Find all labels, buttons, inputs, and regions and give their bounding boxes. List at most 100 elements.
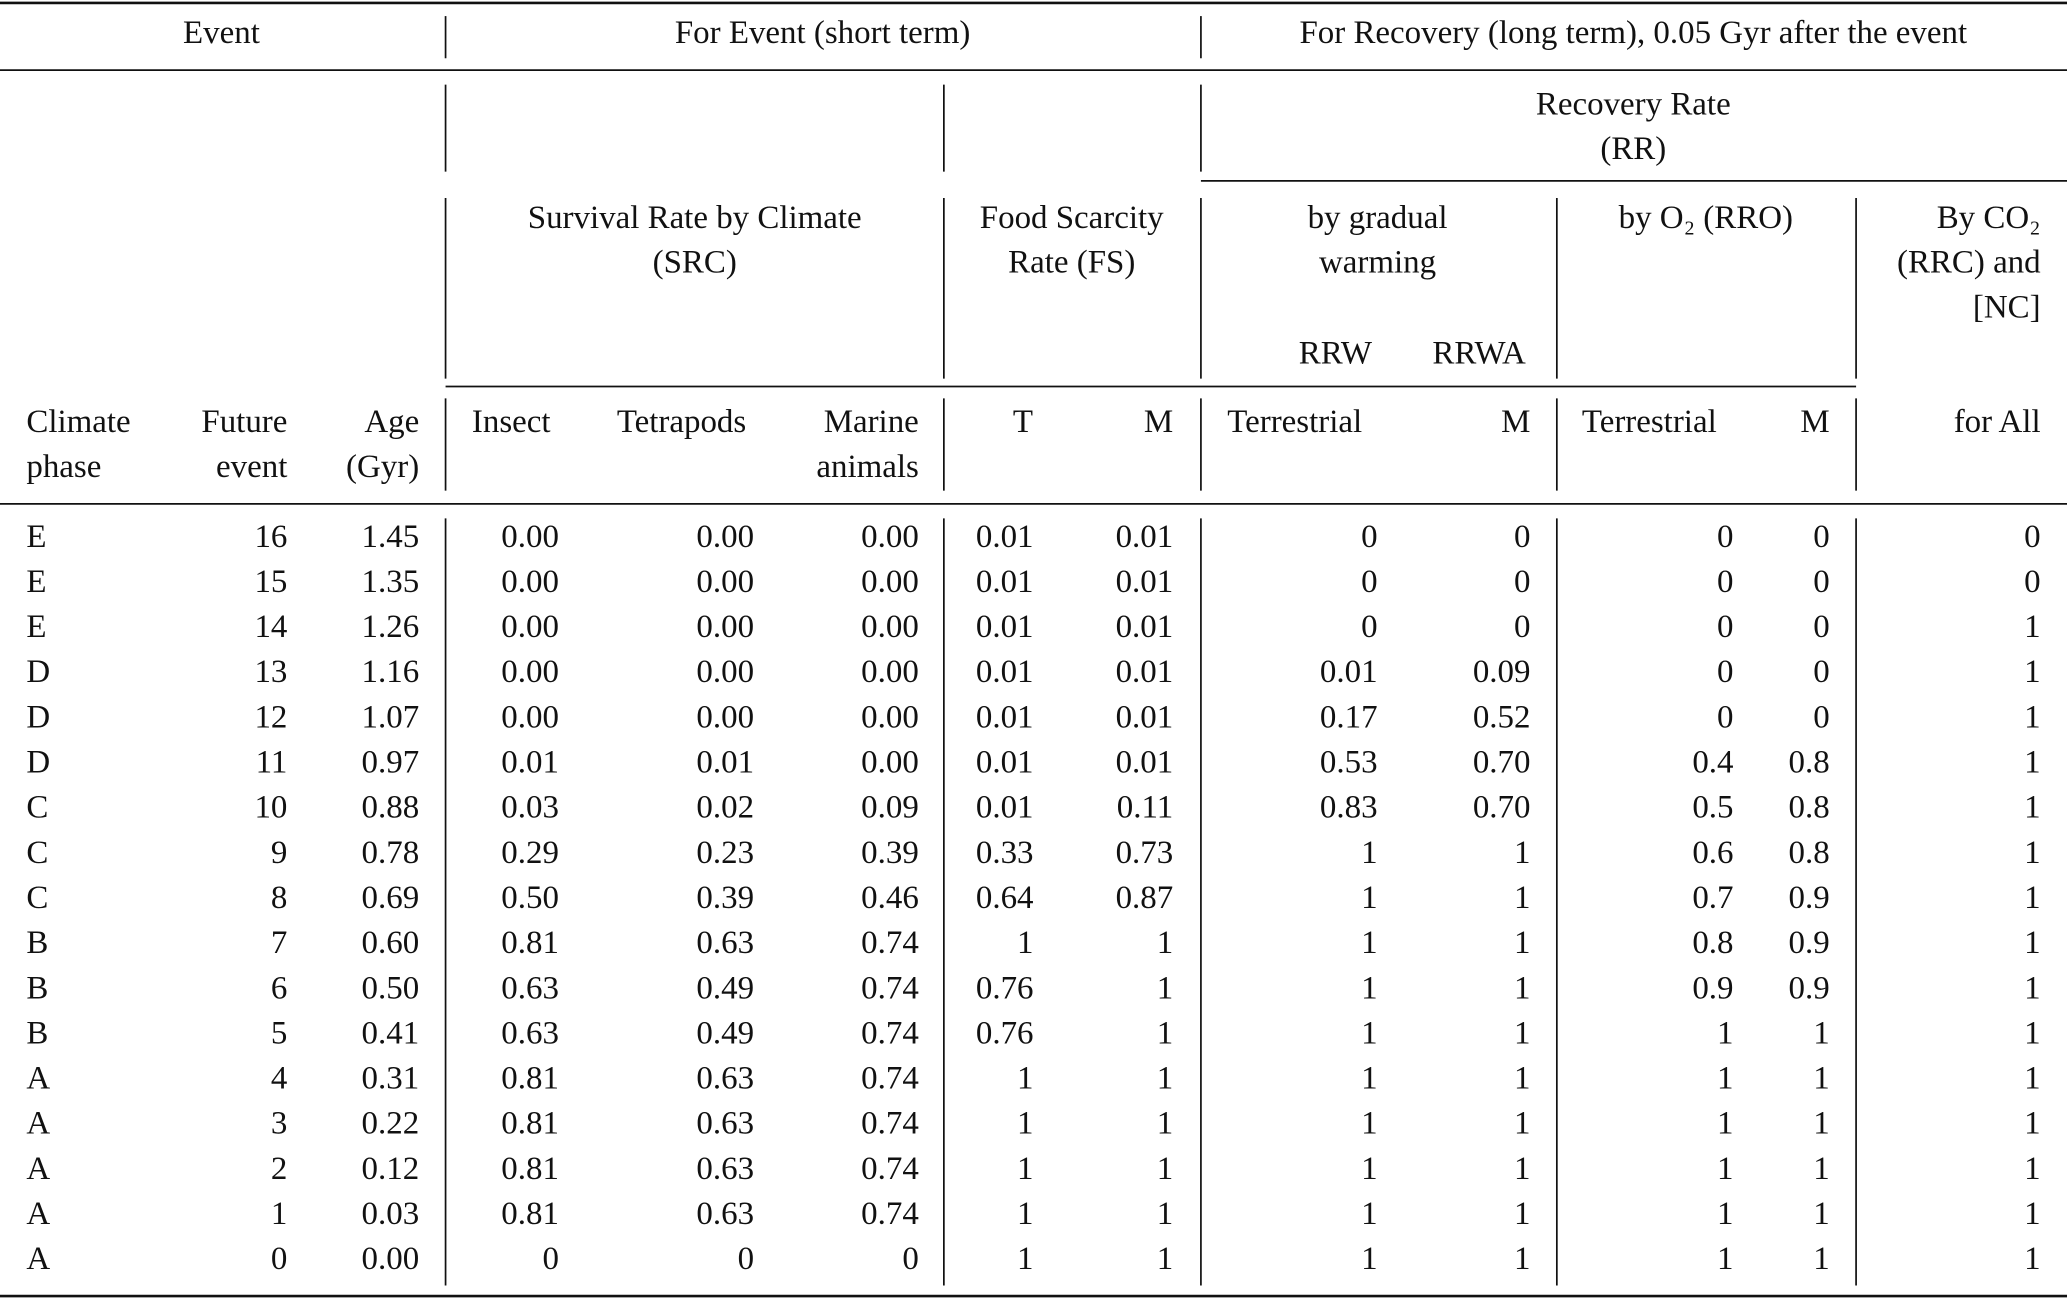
column-header: (Gyr) <box>346 449 419 485</box>
cell: E <box>26 519 46 555</box>
cell: 0.70 <box>1473 745 1531 781</box>
cell: 0.83 <box>1320 790 1378 826</box>
cell: 1 <box>1813 1015 1829 1051</box>
cell: 0 <box>271 1241 287 1277</box>
subgroup-header: RRW <box>1299 336 1373 372</box>
cell: 0.63 <box>696 1151 754 1187</box>
cell: 0.12 <box>362 1151 420 1187</box>
subgroup-header: by O₂ (RRO) <box>1619 200 1793 236</box>
cell: 1 <box>1157 1151 1173 1187</box>
cell: 1 <box>1361 1061 1377 1097</box>
cell: 1 <box>1157 1196 1173 1232</box>
cell: 0.01 <box>1116 564 1174 600</box>
cell: 0.69 <box>362 880 420 916</box>
cell: 1 <box>1157 970 1173 1006</box>
column-header: Climate <box>26 404 130 440</box>
cell: C <box>26 880 48 916</box>
subgroup-header: (SRC) <box>653 245 737 281</box>
cell: 0.09 <box>861 790 919 826</box>
cell: 1 <box>1514 1015 1530 1051</box>
cell: 2 <box>271 1151 287 1187</box>
cell: B <box>26 925 48 961</box>
cell: 1 <box>2024 1061 2040 1097</box>
cell: A <box>26 1196 50 1232</box>
subgroup-header: By CO₂ <box>1937 200 2041 236</box>
cell: 0.00 <box>696 699 754 735</box>
cell: 0.8 <box>1789 835 1830 871</box>
cell: 0.74 <box>861 1061 919 1097</box>
cell: 0.49 <box>696 970 754 1006</box>
cell: 0.74 <box>861 925 919 961</box>
cell: 1 <box>2024 654 2040 690</box>
cell: 1 <box>2024 1196 2040 1232</box>
column-header: Tetrapods <box>617 404 746 440</box>
cell: 0.39 <box>861 835 919 871</box>
cell: 1 <box>1017 1061 1033 1097</box>
cell: 0.52 <box>1473 699 1531 735</box>
column-header: M <box>1800 404 1829 440</box>
cell: 0 <box>902 1241 918 1277</box>
cell: 0.63 <box>501 970 559 1006</box>
cell: 1 <box>1361 925 1377 961</box>
cell: 14 <box>254 609 287 645</box>
cell: 3 <box>271 1106 287 1142</box>
cell: 0 <box>1813 564 1829 600</box>
cell: 12 <box>254 699 287 735</box>
cell: 0 <box>2024 519 2040 555</box>
cell: 1 <box>1813 1151 1829 1187</box>
cell: 0.01 <box>501 745 559 781</box>
cell: 0 <box>1514 609 1530 645</box>
cell: 0.74 <box>861 1196 919 1232</box>
cell: 0 <box>1813 699 1829 735</box>
cell: 1 <box>1361 1106 1377 1142</box>
cell: 16 <box>254 519 287 555</box>
cell: 0.01 <box>976 745 1034 781</box>
cell: 0.74 <box>861 1151 919 1187</box>
cell: 0 <box>2024 564 2040 600</box>
cell: 0.63 <box>696 1106 754 1142</box>
cell: 0.00 <box>861 699 919 735</box>
cell: 1 <box>2024 880 2040 916</box>
cell: 0.8 <box>1692 925 1733 961</box>
column-header: for All <box>1954 404 2041 440</box>
cell: 0.81 <box>501 1151 559 1187</box>
cell: 1 <box>1514 925 1530 961</box>
cell: 1 <box>1361 1151 1377 1187</box>
cell: 0 <box>1813 654 1829 690</box>
cell: 0.73 <box>1116 835 1174 871</box>
subgroup-header: Rate (FS) <box>1008 245 1135 281</box>
cell: 0 <box>1717 609 1733 645</box>
cell: 0.39 <box>696 880 754 916</box>
cell: 0.9 <box>1789 925 1830 961</box>
cell: 0.76 <box>976 970 1034 1006</box>
cell: 0 <box>1717 654 1733 690</box>
cell: 1 <box>1157 1015 1173 1051</box>
cell: 0.01 <box>1116 519 1174 555</box>
cell: 0.01 <box>696 745 754 781</box>
cell: 0.00 <box>861 519 919 555</box>
group-header: For Event (short term) <box>675 15 970 51</box>
group-header: For Recovery (long term), 0.05 Gyr after… <box>1299 15 1967 51</box>
cell: 1 <box>1514 1106 1530 1142</box>
cell: E <box>26 609 46 645</box>
cell: 0.09 <box>1473 654 1531 690</box>
cell: 10 <box>254 790 287 826</box>
cell: 0 <box>1717 519 1733 555</box>
cell: 1 <box>1717 1015 1733 1051</box>
cell: 1 <box>2024 835 2040 871</box>
cell: 0.8 <box>1789 790 1830 826</box>
cell: 0.41 <box>362 1015 420 1051</box>
cell: 1 <box>1514 835 1530 871</box>
cell: 1 <box>2024 925 2040 961</box>
cell: 1 <box>1514 1061 1530 1097</box>
cell: 0.01 <box>1116 699 1174 735</box>
cell: 0 <box>738 1241 754 1277</box>
cell: 1 <box>1514 1196 1530 1232</box>
cell: 1.45 <box>362 519 420 555</box>
cell: 0.00 <box>501 564 559 600</box>
cell: 1 <box>1017 1241 1033 1277</box>
cell: D <box>26 654 50 690</box>
cell: 1 <box>1017 1106 1033 1142</box>
cell: 1 <box>1813 1241 1829 1277</box>
cell: 1 <box>2024 1015 2040 1051</box>
